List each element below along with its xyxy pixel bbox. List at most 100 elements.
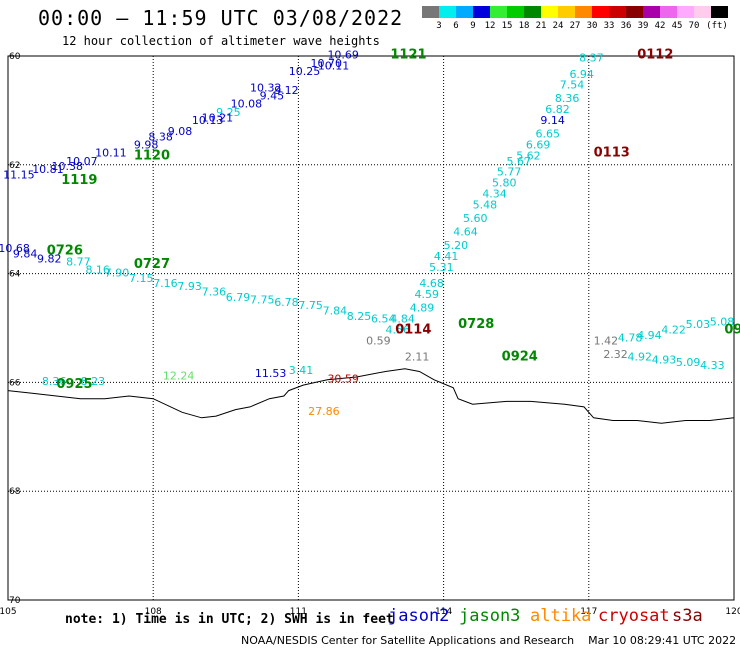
color-scale-cell [558, 6, 575, 18]
color-scale-cell [507, 6, 524, 18]
legend-item-jason3: jason3 [459, 606, 521, 626]
wave-height-label: 8.38 [148, 130, 173, 143]
wave-height-label: 5.62 [516, 149, 541, 162]
wave-height-label: 10.68 [0, 242, 30, 255]
color-scale-cell [490, 6, 507, 18]
lon-tick-label: 105 [0, 607, 17, 617]
legend-item-altika: altika [530, 606, 592, 626]
wave-height-label: 6.94 [569, 68, 594, 81]
color-scale-label: 27 [569, 21, 581, 31]
wave-height-label: 4.93 [652, 353, 677, 366]
wave-height-label: 4.94 [637, 329, 662, 342]
legend-item-jason2: jason2 [388, 606, 450, 626]
coastline [7, 368, 735, 424]
color-scale-labels: 3 6 9 12 15 18 21 24 27 30 33 36 39 42 45 70 (ft) [422, 21, 740, 33]
wave-height-label: 10.81 [32, 163, 64, 176]
color-scale-label: 42 [654, 21, 666, 31]
timestamp-text: Mar 10 08:29:41 UTC 2022 [588, 634, 737, 647]
wave-height-label: 4.64 [453, 226, 478, 239]
wave-height-label: 8.37 [579, 51, 604, 64]
wave-height-label: 4.22 [661, 323, 686, 336]
wave-height-label: 7.36 [202, 285, 227, 298]
wave-height-label: 11.15 [3, 168, 35, 181]
color-scale-cell [439, 6, 456, 18]
page-subtitle: 12 hour collection of altimeter wave hei… [62, 34, 380, 48]
wave-height-label: 5.31 [429, 261, 454, 274]
wave-height-label: 5.20 [444, 239, 469, 252]
color-scale-cell [592, 6, 609, 18]
wave-height-label: 5.80 [492, 177, 517, 190]
lon-tick-label: 120 [725, 607, 740, 617]
lat-tick-label: 68 [9, 487, 21, 497]
wave-height-label: 7.15 [129, 272, 154, 285]
color-scale-label: 3 [436, 21, 442, 31]
color-scale-cell [456, 6, 473, 18]
page-title: 00:00 – 11:59 UTC 03/08/2022 [38, 6, 404, 30]
wave-height-label: 6.79 [226, 291, 251, 304]
wave-height-label: 10.08 [231, 98, 263, 111]
color-scale-label: 30 [586, 21, 598, 31]
wave-height-label: 6.65 [536, 128, 561, 141]
wave-height-label: 2.32 [603, 348, 628, 361]
color-scale-label: 24 [552, 21, 564, 31]
credit-line: NOAA/NESDIS Center for Satellite Applica… [241, 634, 736, 647]
wave-height-label: 10.70 [311, 57, 343, 70]
color-scale-cell [677, 6, 694, 18]
wave-height-label: 4.33 [700, 359, 725, 372]
lat-tick-label: 70 [9, 596, 21, 606]
pass-time-label: 0925 [56, 377, 92, 392]
lon-tick-label: 108 [145, 607, 162, 617]
color-scale-label: 18 [518, 21, 530, 31]
wave-height-label: 8.77 [66, 255, 91, 268]
pass-time-label: 0728 [458, 317, 494, 332]
wave-height-label: 9.45 [260, 90, 285, 103]
color-scale-label: 70 [688, 21, 700, 31]
pass-time-label: 0726 [47, 244, 83, 259]
wave-height-label: 9.82 [37, 253, 62, 266]
pass-time-label: 0924 [502, 350, 538, 365]
wave-height-label: 8.36 [42, 375, 67, 388]
wave-height-label: 10.11 [95, 147, 127, 160]
color-scale-cell [541, 6, 558, 18]
pass-time-label: 0114 [395, 322, 431, 337]
wave-height-label: 0.59 [366, 334, 391, 347]
wave-height-label: 10.38 [52, 160, 83, 173]
color-scale-bar [422, 6, 728, 18]
color-scale-cell [575, 6, 592, 18]
wave-height-label: 27.86 [308, 405, 340, 418]
wave-height-label: 7.93 [177, 280, 202, 293]
wave-height-label: 5.67 [507, 155, 532, 168]
color-scale-label: 9 [470, 21, 476, 31]
map-frame [7, 55, 735, 601]
wave-height-label: 8.36 [555, 92, 580, 105]
wave-height-label: 5.03 [686, 318, 711, 331]
pass-time-label: 1119 [61, 173, 97, 188]
color-scale-cell [711, 6, 728, 18]
wave-height-label: 6.78 [274, 296, 299, 309]
pass-time-label: 1121 [390, 48, 426, 63]
wave-height-label: 4.56 [386, 323, 411, 336]
color-scale-label: (ft) [706, 21, 728, 31]
wave-height-label: 4.78 [618, 332, 643, 345]
color-scale-cell [524, 6, 541, 18]
color-scale-label: 15 [501, 21, 513, 31]
lat-tick-label: 60 [9, 52, 21, 62]
wave-height-label: 30.59 [327, 372, 359, 385]
wave-height-label: 4.84 [390, 313, 415, 326]
color-scale-cell [694, 6, 711, 18]
wave-height-label: 9.84 [13, 247, 38, 260]
wave-height-label: 9.25 [216, 106, 241, 119]
wave-height-label: 7.75 [250, 294, 275, 307]
wave-height-label: 7.90 [105, 266, 130, 279]
color-scale-cell [626, 6, 643, 18]
wave-height-label: 5.77 [497, 166, 521, 179]
color-scale-label: 45 [671, 21, 683, 31]
color-scale-label: 36 [620, 21, 632, 31]
wave-height-label: 5.09 [676, 356, 701, 369]
legend-item-s3a: s3a [672, 606, 703, 626]
lat-tick-label: 66 [9, 378, 21, 388]
color-scale-label: 21 [535, 21, 547, 31]
wave-height-label: 3.41 [289, 364, 314, 377]
wave-height-label: 5.48 [473, 198, 498, 211]
